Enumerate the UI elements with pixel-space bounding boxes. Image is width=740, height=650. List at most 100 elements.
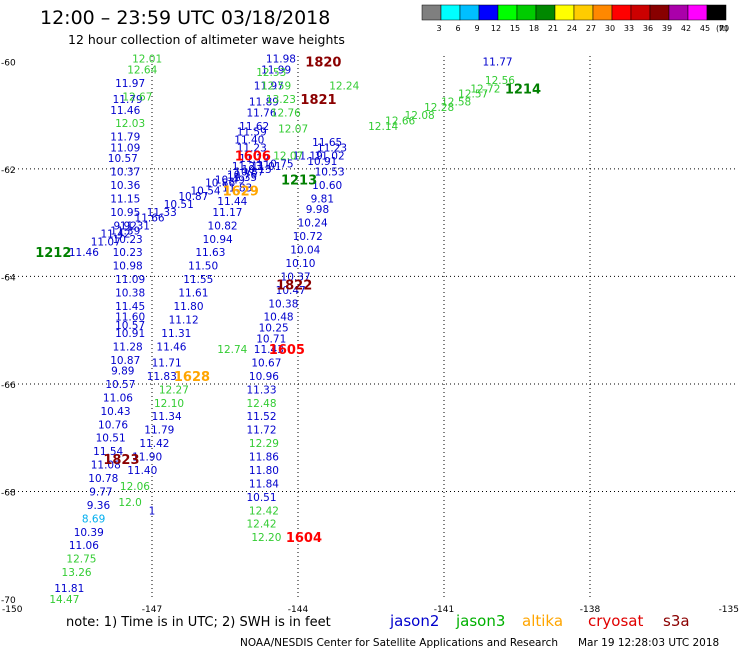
swh-point-label: 11.79 [110,132,140,144]
satellite-legend-jason3: jason3 [455,612,505,630]
swh-point-label: 11.23 [237,142,267,154]
x-tick-label: -144 [288,605,309,615]
swh-point-label: 11.83 [147,371,177,383]
colorbar-tick-label: 15 [510,24,520,33]
colorbar-unit: (ft) [716,24,728,33]
swh-point-label: 11.12 [169,314,199,326]
swh-point-label: 10.91 [115,328,145,340]
plot-area: -60 -62 -64 -66 -68 -70-150 -147 -144 -141 -138 -1… [1,54,739,615]
colorbar-swatch [630,4,651,21]
swh-point-label: 11.52 [246,411,276,423]
swh-point-label: 12.07 [273,150,303,162]
swh-point-label: 10.98 [113,261,143,273]
swh-point-label: 11.43 [254,344,284,356]
colorbar-tick-label: 70 [719,24,729,33]
swh-point-label: 10.54 [191,185,221,197]
swh-point-label: 11.79 [144,425,174,437]
swh-point-label: 11.15 [110,193,140,205]
swh-point-label: 11.79 [113,94,143,106]
swh-point-label: 11.66 [135,212,165,224]
swh-point-label: 11.98 [266,54,296,66]
swh-point-label: 11.99 [261,64,291,76]
colorbar-tick-label: 9 [474,24,479,33]
swh-point-label: 9.36 [87,500,111,512]
swh-point-label: 12.67 [122,91,152,103]
swh-point-label: 10.38 [115,288,145,300]
colorbar-swatch [497,4,518,21]
swh-point-label: 11.90 [132,452,162,464]
satellite-legend-jason2: jason2 [389,612,439,630]
swh-point-label: 12.20 [251,532,281,544]
swh-point-label: 11.23 [232,161,262,173]
swh-point-label: 12.72 [470,83,500,95]
colorbar-tick-label: 33 [624,24,634,33]
swh-point-label: 12.48 [246,398,276,410]
colorbar-swatch [421,4,442,21]
colorbar-tick-label: 39 [662,24,672,33]
swh-point-label: 10.43 [100,406,130,418]
swh-point-label: 11.06 [69,540,99,552]
swh-point-label: 11.31 [120,220,150,232]
satellite-legend-altika: altika [522,612,563,630]
footer: note: 1) Time is in UTC; 2) SWH is in fe… [66,612,719,649]
swh-point-label: 10.87 [110,355,140,367]
colorbar-swatch [706,4,727,21]
colorbar-swatch [649,4,670,21]
swh-point-label: 12.56 [485,75,515,87]
series-jason3: 12.0112.6412.6712.0312.5312.5913.2312.76… [49,54,515,606]
swh-point-label: 9.89 [111,366,134,378]
swh-point-label: 9.77 [89,486,112,498]
series-jason3_cyan: 8.69 [82,513,105,525]
swh-point-label: 11.08 [91,460,121,472]
swh-point-label: 10.78 [88,473,118,485]
swh-point-label: 10.72 [293,231,323,243]
colorbar-tick-label: 3 [436,24,441,33]
series-passes: 1820 1821 1214 1606 1213 1629 1212 1822 1605 1628… [35,55,541,546]
pass-time-label: 1213 [281,174,317,189]
swh-point-label: 10.13 [242,164,272,176]
colorbar-tick-label: 27 [586,24,596,33]
swh-point-label: 10.86 [205,177,235,189]
swh-point-label: 10.96 [249,371,279,383]
colorbar-swatch [478,4,499,21]
colorbar-swatch [440,4,461,21]
swh-point-label: 12.53 [256,67,286,79]
swh-point-label: 11.76 [246,107,276,119]
swh-point-label: 10.57 [105,379,135,391]
swh-point-label: 10.51 [246,492,276,504]
swh-point-label: 12.59 [261,81,291,93]
pass-time-label: 1628 [174,370,210,385]
swh-point-label: 11.62 [239,121,269,133]
colorbar-tick-label: 45 [700,24,710,33]
swh-point-label: 11.46 [69,247,99,259]
x-tick-label: -150 [2,605,23,615]
swh-point-label: 1 [149,505,156,517]
swh-point-label: 10.37 [110,167,140,179]
swh-point-label: 10.95 [110,207,140,219]
swh-point-label: 11.50 [188,261,218,273]
swh-point-label: 12.24 [329,81,359,93]
swh-point-label: 11.31 [161,328,191,340]
swh-point-label: 12.58 [441,97,471,109]
swh-point-label: 11.35 [227,172,257,184]
colorbar-swatch [611,4,632,21]
swh-point-label: 9.81 [311,193,334,205]
timestamp: Mar 19 12:28:03 UTC 2018 [578,637,719,649]
swh-point-label: 10.71 [256,333,286,345]
y-tick-label: -60 [1,58,16,68]
pass-time-label: 1212 [35,246,71,261]
swh-point-label: 11.89 [249,97,279,109]
swh-point-label: 11.84 [249,478,279,490]
pass-time-label: 1629 [223,184,259,199]
swh-point-label: 10.53 [315,167,345,179]
chart-subtitle: 12 hour collection of altimeter wave hei… [68,32,345,47]
pass-time-label: 1821 [300,93,336,108]
swh-point-label: 10.67 [251,357,281,369]
swh-point-label: 10.91 [307,156,337,168]
colorbar-tick-label: 21 [548,24,558,33]
swh-point-label: 11.61 [178,288,208,300]
swh-point-label: 12.07 [278,124,308,136]
swh-point-label: 9.98 [306,204,329,216]
x-tick-label: -138 [580,605,601,615]
